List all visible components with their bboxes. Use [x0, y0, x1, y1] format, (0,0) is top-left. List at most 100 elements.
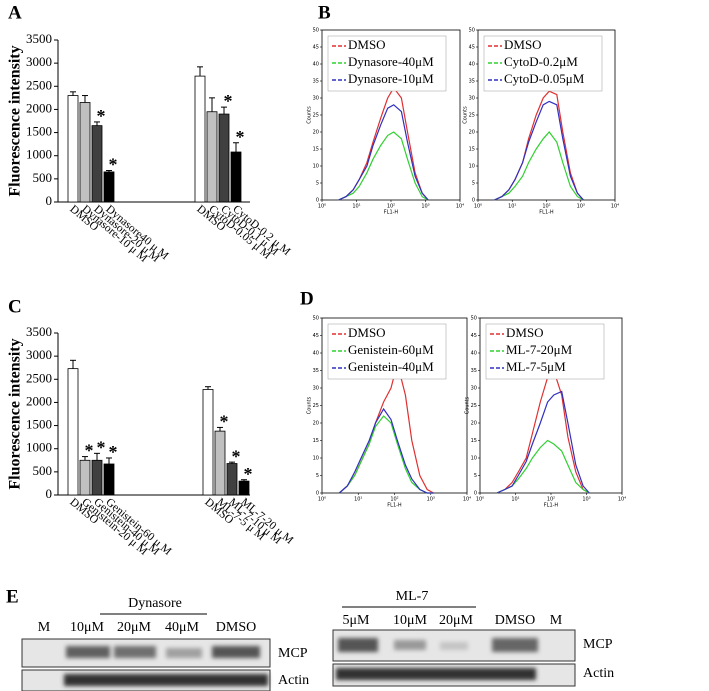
- x-tick-label: 10⁴: [611, 204, 619, 210]
- y-tick-label: 1500: [26, 124, 52, 139]
- lane-label: DMSO: [495, 613, 535, 628]
- x-tick-label: Genistein-40 μ M: [91, 496, 161, 558]
- y-tick-label: 0: [316, 198, 319, 204]
- y-tick-label: 15: [313, 147, 319, 153]
- y-tick-label: 40: [313, 62, 319, 68]
- x-tick-label: 10¹: [511, 497, 519, 503]
- bar: [79, 102, 91, 203]
- series-line: [494, 100, 584, 201]
- y-tick-label: 2000: [26, 393, 52, 408]
- y-tick-label: 500: [33, 463, 53, 478]
- x-tick-label: 10⁴: [456, 204, 464, 210]
- y-tick-label: 40: [313, 351, 319, 357]
- y-tick-label: 25: [313, 403, 319, 409]
- y-tick-label: 30: [313, 96, 319, 102]
- lane-label: 10μM: [70, 620, 105, 635]
- y-tick-label: 25: [469, 113, 475, 119]
- significance: *: [232, 446, 241, 466]
- x-axis-label: FL1-H: [539, 210, 554, 216]
- y-axis-label: Counts: [463, 106, 469, 124]
- x-axis-label: FL1-H: [384, 210, 399, 216]
- significance: *: [97, 106, 106, 126]
- y-axis-label: Counts: [465, 396, 471, 414]
- x-axis-label: FL1-H: [544, 503, 559, 509]
- legend-label: DMSO: [348, 325, 386, 340]
- bar: [230, 151, 242, 203]
- legend-label: Genistein-60μM: [348, 342, 434, 357]
- x-tick-label: 10⁰: [476, 497, 484, 503]
- legend-label: DMSO: [348, 37, 386, 52]
- x-tick-label: 10³: [421, 204, 429, 210]
- y-tick-label: 45: [313, 45, 319, 51]
- bar: [103, 463, 115, 496]
- y-tick-label: 3500: [26, 31, 52, 46]
- y-tick-label: 50: [469, 28, 475, 34]
- row-label: MCP: [278, 646, 308, 661]
- y-tick-label: 0: [316, 491, 319, 497]
- x-tick-label: 10¹: [354, 497, 362, 503]
- y-tick-label: 50: [313, 28, 319, 34]
- y-tick-label: 2000: [26, 100, 52, 115]
- legend-box: [327, 35, 447, 92]
- bar: [103, 171, 115, 203]
- y-tick-label: 500: [33, 170, 53, 185]
- y-tick-label: 20: [313, 130, 319, 136]
- panel-label: C: [8, 296, 22, 317]
- bar: [91, 125, 103, 203]
- y-tick-label: 10: [471, 456, 477, 462]
- bands: [66, 646, 260, 658]
- row-label: Actin: [583, 666, 614, 681]
- y-tick-label: 35: [469, 79, 475, 85]
- y-tick-label: 10: [313, 164, 319, 170]
- significance: *: [220, 412, 229, 432]
- series-line: [338, 104, 429, 201]
- bands: [64, 674, 268, 686]
- lane-label: M: [550, 613, 563, 628]
- y-tick-label: 35: [313, 79, 319, 85]
- y-tick-label: 0: [46, 193, 53, 208]
- y-tick-label: 20: [313, 421, 319, 427]
- x-tick-label: 10³: [427, 497, 435, 503]
- y-axis-label: Fluorescence intensity: [7, 338, 24, 489]
- legend-box: [327, 323, 447, 380]
- legend-label: CytoD-0.05μM: [504, 71, 585, 86]
- y-tick-label: 5: [472, 181, 475, 187]
- y-tick-label: 35: [471, 368, 477, 374]
- blot-title: ML-7: [396, 589, 429, 604]
- y-axis-label: Counts: [307, 396, 313, 414]
- legend-label: DMSO: [506, 325, 544, 340]
- panel-label: B: [318, 2, 331, 23]
- y-tick-label: 20: [469, 130, 475, 136]
- y-tick-label: 15: [471, 438, 477, 444]
- legend-label: Dynasore-10μM: [348, 71, 434, 86]
- x-tick-label: 10¹: [508, 204, 516, 210]
- legend-label: Dynasore-40μM: [348, 54, 434, 69]
- lane-label: 20μM: [439, 613, 474, 628]
- lane-label: 20μM: [117, 620, 152, 635]
- legend-box: [485, 323, 605, 380]
- lane-label: 10μM: [393, 613, 428, 628]
- significance: *: [109, 155, 118, 175]
- y-tick-label: 1000: [26, 147, 52, 162]
- y-tick-label: 25: [471, 403, 477, 409]
- significance: *: [97, 437, 106, 457]
- blot-left: Dynasore M 10μM 20μM 40μM DMSO MCP Actin: [21, 596, 309, 691]
- y-tick-label: 2500: [26, 370, 52, 385]
- y-tick-label: 45: [313, 333, 319, 339]
- x-tick-label: 10²: [390, 497, 398, 503]
- bar: [91, 459, 103, 496]
- y-tick-label: 10: [469, 164, 475, 170]
- bands: [336, 668, 536, 680]
- y-tick-label: 1000: [26, 440, 52, 455]
- y-tick-label: 5: [316, 473, 319, 479]
- x-tick-label: 10²: [547, 497, 555, 503]
- y-tick-label: 3500: [26, 324, 52, 339]
- bar: [67, 95, 79, 203]
- bar: [214, 430, 226, 496]
- y-axis-label: Counts: [307, 106, 313, 124]
- y-tick-label: 30: [313, 386, 319, 392]
- series-line: [494, 131, 584, 201]
- significance: *: [244, 464, 253, 484]
- y-tick-label: 50: [313, 316, 319, 322]
